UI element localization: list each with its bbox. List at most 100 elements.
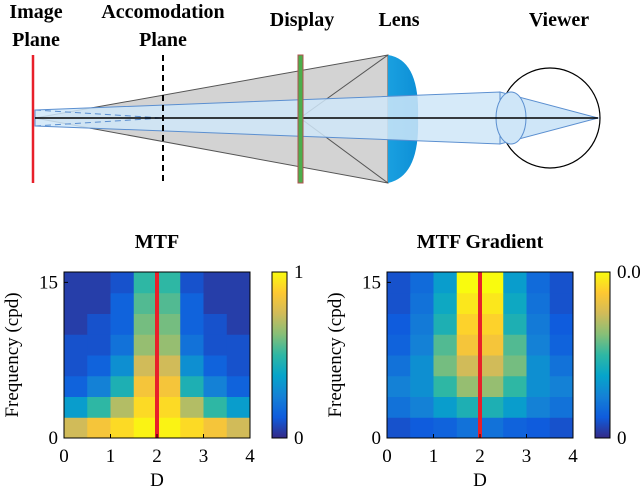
heatmap-cell: [87, 334, 111, 356]
heatmap-cell: [526, 396, 551, 418]
heatmap-cell: [110, 375, 135, 397]
heatmap-cell: [480, 417, 504, 439]
colorbar-tick-label: 0.0: [617, 262, 640, 283]
heatmap-cell: [456, 292, 481, 314]
heatmap-cell: [226, 292, 251, 314]
x-tick-label: 0: [382, 446, 392, 467]
heatmap-cell: [480, 334, 504, 356]
heatmap-cell: [64, 313, 88, 335]
heatmap-cell: [203, 313, 228, 335]
heatmap-cell: [503, 375, 527, 397]
heatmap-cell: [203, 292, 228, 314]
y-tick-label: 15: [362, 272, 381, 293]
heatmap-cell: [433, 355, 458, 377]
virtual-ray: [34, 109, 164, 119]
heatmap-cell: [410, 313, 434, 335]
heatmap-cell: [480, 375, 504, 397]
heatmap-cell: [410, 396, 434, 418]
x-axis-label: D: [473, 470, 487, 491]
heatmap-cell: [549, 375, 574, 397]
heatmap-cell: [410, 272, 434, 294]
heatmap-cell: [64, 417, 88, 439]
y-tick-label: 0: [49, 428, 59, 449]
y-tick-label: 15: [39, 272, 58, 293]
label: Plane: [139, 29, 187, 51]
heatmap-cell: [110, 355, 135, 377]
colorbar: [271, 271, 288, 439]
heatmap-cell: [226, 375, 251, 397]
heatmap-cell: [526, 375, 551, 397]
x-tick-label: 1: [429, 446, 439, 467]
heatmap-cell: [110, 313, 135, 335]
heatmap-cell: [480, 396, 504, 418]
label: Image: [9, 1, 62, 23]
heatmap-cell: [226, 313, 251, 335]
heatmap-cell: [387, 417, 411, 439]
heatmap-cell: [433, 292, 458, 314]
chart-title: MTF Gradient: [417, 231, 544, 253]
heatmap-cell: [87, 417, 111, 439]
heatmap-cell: [180, 375, 204, 397]
heatmap-cell: [180, 313, 204, 335]
heatmap-cell: [133, 292, 158, 314]
x-tick-label: 3: [199, 446, 209, 467]
heatmap-cell: [226, 417, 251, 439]
heatmap-cell: [387, 292, 411, 314]
heatmap-cell: [226, 272, 251, 294]
heatmap-cell: [157, 272, 181, 294]
heatmap-cell: [157, 417, 181, 439]
heatmap-cell: [526, 334, 551, 356]
heatmap-cell: [203, 272, 228, 294]
heatmap-cell: [133, 272, 158, 294]
heatmap-cell: [133, 334, 158, 356]
heatmap-cell: [503, 396, 527, 418]
heatmap-cell: [387, 396, 411, 418]
heatmap-cell: [433, 375, 458, 397]
heatmap-cell: [456, 396, 481, 418]
heatmap-cell: [110, 272, 135, 294]
colorbar: [594, 271, 611, 439]
heatmap-cell: [133, 417, 158, 439]
heatmap-cell: [549, 417, 574, 439]
heatmap-cell: [226, 334, 251, 356]
x-axis-label: D: [150, 470, 164, 491]
heatmap-cell: [387, 334, 411, 356]
heatmap-cell: [503, 355, 527, 377]
heatmap-cell: [456, 334, 481, 356]
heatmap-cell: [64, 292, 88, 314]
heatmap-cell: [480, 313, 504, 335]
heatmap-cell: [64, 334, 88, 356]
heatmap-cell: [110, 334, 135, 356]
label: Viewer: [529, 9, 589, 31]
heatmap-cell: [110, 417, 135, 439]
heatmap-cell: [226, 396, 251, 418]
heatmap-cell: [526, 313, 551, 335]
heatmap-cell: [203, 396, 228, 418]
heatmap-cell: [87, 272, 111, 294]
heatmap-cell: [180, 272, 204, 294]
heatmap-cell: [203, 417, 228, 439]
x-tick-label: 0: [59, 446, 69, 467]
heatmap-cell: [549, 272, 574, 294]
heatmap-cell: [133, 375, 158, 397]
heatmap-cell: [549, 292, 574, 314]
heatmap-cell: [549, 313, 574, 335]
colorbar-tick-label: 1: [294, 262, 304, 283]
x-tick-label: 2: [475, 446, 485, 467]
x-tick-label: 4: [245, 446, 255, 467]
heatmap-cell: [180, 417, 204, 439]
heatmap-cell: [456, 417, 481, 439]
x-tick-label: 1: [106, 446, 116, 467]
heatmap-cell: [157, 334, 181, 356]
heatmap-cell: [203, 355, 228, 377]
heatmap-cell: [157, 313, 181, 335]
heatmap-cell: [64, 272, 88, 294]
heatmap-cell: [433, 334, 458, 356]
heatmap-cell: [133, 355, 158, 377]
label: Plane: [12, 29, 60, 51]
heatmap-cell: [480, 272, 504, 294]
heatmap-cell: [157, 355, 181, 377]
colorbar-tick-label: 0: [294, 428, 304, 449]
heatmap-cell: [410, 292, 434, 314]
heatmap-cell: [503, 313, 527, 335]
